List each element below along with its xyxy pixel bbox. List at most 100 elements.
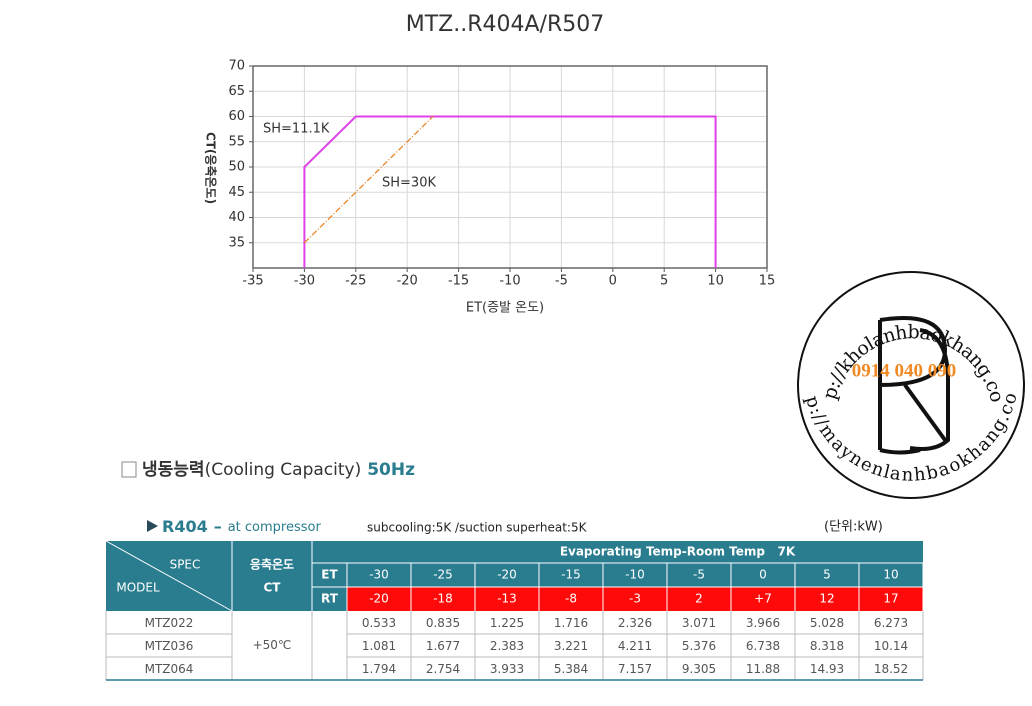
model-name: MTZ022 (145, 616, 194, 630)
rt-value: -3 (629, 592, 641, 606)
capacity-value: 1.794 (362, 662, 396, 676)
logo-ring (797, 271, 1025, 499)
capacity-value: 9.305 (682, 662, 716, 676)
group-header: Evaporating Temp-Room Temp 7K (560, 545, 796, 559)
rt-value: -13 (497, 592, 517, 606)
capacity-value: 0.835 (426, 616, 460, 630)
section-title: 냉동능력(Cooling Capacity) 50Hz (142, 460, 415, 480)
x-tick-label: -25 (345, 274, 366, 289)
y-tick-label: 65 (228, 84, 245, 99)
et-value: -5 (693, 568, 705, 582)
et-value: -10 (625, 568, 645, 582)
series-label: SH=30K (382, 176, 436, 191)
capacity-value: 18.52 (874, 662, 908, 676)
et-value: -15 (561, 568, 581, 582)
logo-phone: 0914 040 090 (852, 360, 957, 381)
capacity-value: 6.273 (874, 616, 908, 630)
y-tick-label: 40 (228, 210, 245, 225)
header-bg (106, 587, 312, 611)
series-line (303, 116, 434, 244)
x-tick-label: 10 (707, 274, 724, 289)
rt-value: -20 (369, 592, 389, 606)
ct-header: 응축온도 (250, 557, 294, 572)
caption-refrigerant: R404 (162, 517, 208, 536)
capacity-value: 11.88 (746, 662, 780, 676)
rt-bg (347, 587, 923, 611)
chart-title: MTZ..R404A/R507 (406, 12, 605, 37)
capacity-value: 14.93 (810, 662, 844, 676)
plot-frame (252, 65, 768, 269)
capacity-value: 2.383 (490, 639, 524, 653)
x-tick-label: 15 (759, 274, 776, 289)
x-tick-label: -35 (242, 274, 263, 289)
capacity-value: 3.966 (746, 616, 780, 630)
x-tick-label: 5 (660, 274, 668, 289)
et-value: 0 (759, 568, 767, 582)
caption-unit: (단위:kW) (824, 520, 883, 535)
capacity-value: 0.533 (362, 616, 396, 630)
x-tick-label: -5 (555, 274, 568, 289)
ct-value: +50℃ (253, 638, 292, 652)
x-tick-label: 0 (609, 274, 617, 289)
caption: R404– at compressor (162, 517, 321, 536)
x-tick-label: -10 (499, 274, 520, 289)
section-frequency: 50Hz (367, 460, 415, 480)
x-tick-label: -30 (294, 274, 315, 289)
caption-conditions: subcooling:5K /suction superheat:5K (367, 521, 588, 535)
et-label: ET (321, 568, 338, 582)
capacity-value: 3.071 (682, 616, 716, 630)
capacity-value: 5.384 (554, 662, 588, 676)
capacity-value: 7.157 (618, 662, 652, 676)
y-tick-label: 55 (228, 134, 245, 149)
checkbox-icon (121, 461, 137, 478)
rt-value: 17 (883, 592, 898, 606)
capacity-value: 1.716 (554, 616, 588, 630)
capacity-value: 5.028 (810, 616, 844, 630)
diagonal (105, 540, 233, 612)
capacity-value: 3.221 (554, 639, 588, 653)
capacity-value: 2.326 (618, 616, 652, 630)
x-tick-label: -15 (448, 274, 469, 289)
y-tick-label: 60 (228, 109, 245, 124)
y-tick-label: 45 (228, 185, 245, 200)
et-value: 10 (883, 568, 898, 582)
capacity-value: 10.14 (874, 639, 908, 653)
caption-location: at compressor (228, 520, 322, 535)
header-bg (106, 541, 923, 587)
rt-value: 12 (819, 592, 834, 606)
et-value: -30 (369, 568, 389, 582)
capacity-value: 6.738 (746, 639, 780, 653)
y-tick-label: 50 (228, 160, 245, 175)
capacity-value: 4.211 (618, 639, 652, 653)
label-bg (312, 587, 347, 611)
rt-value: -8 (565, 592, 577, 606)
rt-label: RT (321, 592, 339, 606)
capacity-value: 1.677 (426, 639, 460, 653)
caption-dash: – (214, 517, 222, 536)
model-header: MODEL (116, 581, 160, 595)
x-axis-label: ET(증발 온도) (466, 301, 544, 316)
rt-value: +7 (754, 592, 772, 606)
x-tick-label: -20 (397, 274, 418, 289)
spec-header: SPEC (170, 558, 201, 572)
logo-monogram (878, 316, 950, 455)
series-label: SH=11.1K (263, 122, 330, 137)
model-name: MTZ064 (145, 662, 194, 676)
rt-value: -18 (433, 592, 453, 606)
model-name: MTZ036 (145, 639, 194, 653)
y-axis-label: CT(응축온도) (204, 132, 219, 204)
et-value: -25 (433, 568, 453, 582)
y-tick-label: 70 (228, 59, 245, 74)
rt-value: 2 (695, 592, 703, 606)
section-subtitle: (Cooling Capacity) (205, 460, 362, 480)
capacity-value: 8.318 (810, 639, 844, 653)
capacity-value: 5.376 (682, 639, 716, 653)
et-value: -20 (497, 568, 517, 582)
capacity-value: 1.225 (490, 616, 524, 630)
et-value: 5 (823, 568, 831, 582)
caption-arrow (147, 520, 158, 532)
table: SPEC MODEL 응축온도 CT Evaporating Temp-Room Tem… (105, 540, 924, 681)
ct-label: CT (264, 581, 282, 595)
capacity-value: 3.933 (490, 662, 524, 676)
